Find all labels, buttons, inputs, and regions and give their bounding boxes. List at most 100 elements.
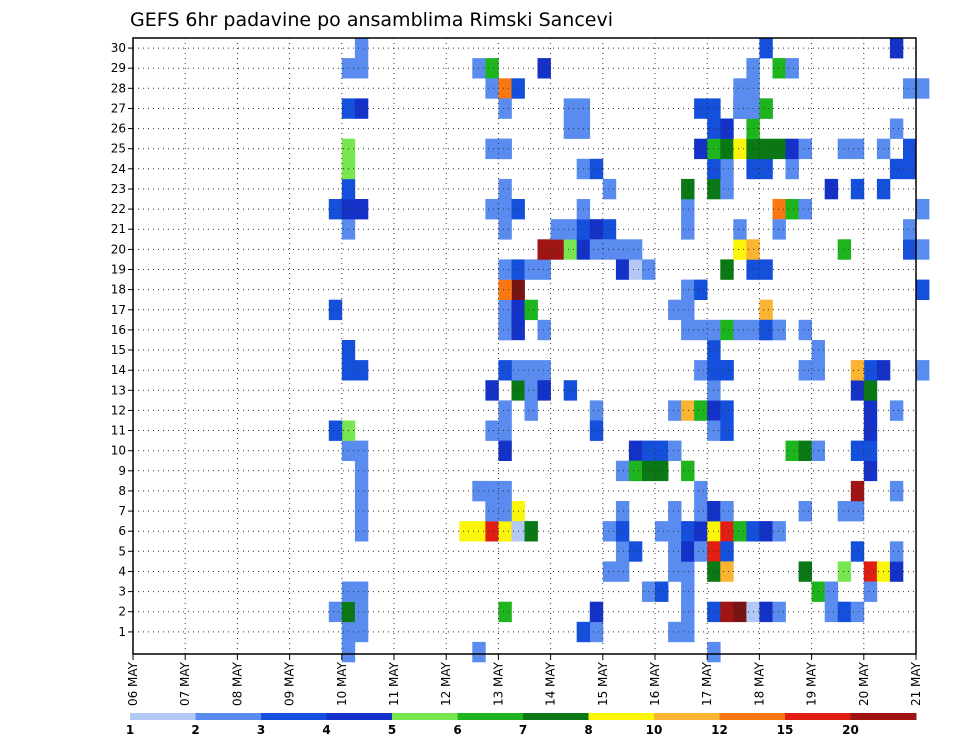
- heatmap-cell: [537, 360, 551, 381]
- heatmap-cell: [498, 98, 512, 119]
- heatmap-cell: [602, 239, 617, 260]
- heatmap-cell: [354, 581, 369, 602]
- heatmap-cell: [720, 400, 734, 421]
- heatmap-cell: [916, 279, 930, 300]
- heatmap-cell: [537, 259, 551, 280]
- heatmap-cell: [889, 38, 904, 59]
- heatmap-cell: [655, 460, 669, 482]
- heatmap-cell: [772, 319, 786, 341]
- heatmap-cell: [498, 279, 512, 300]
- y-tick-label: 27: [111, 102, 126, 116]
- heatmap-cell: [889, 158, 904, 180]
- heatmap-cell: [798, 440, 812, 461]
- y-tick-label: 18: [111, 283, 126, 297]
- chart-title: GEFS 6hr padavine po ansamblima Rimski S…: [130, 9, 613, 31]
- y-tick-label: 8: [118, 484, 126, 498]
- heatmap-cell: [628, 259, 643, 280]
- heatmap-cell: [602, 178, 617, 200]
- heatmap-cell: [655, 521, 669, 542]
- heatmap-cell: [485, 501, 499, 522]
- heatmap-cell: [720, 541, 734, 562]
- y-tick-label: 21: [111, 222, 126, 236]
- heatmap-cell: [537, 58, 551, 79]
- heatmap-cell: [733, 521, 747, 542]
- heatmap-cell: [733, 78, 747, 99]
- heatmap-cell: [354, 58, 369, 79]
- heatmap-cell: [720, 259, 734, 280]
- heatmap-cell: [354, 521, 369, 542]
- heatmap-cell: [681, 219, 695, 240]
- y-tick-label: 11: [111, 424, 126, 438]
- heatmap-cell: [889, 400, 904, 421]
- heatmap-cell: [681, 601, 695, 623]
- heatmap-cell: [850, 480, 865, 502]
- heatmap-cell: [668, 561, 682, 582]
- heatmap-cell: [524, 360, 538, 381]
- heatmap-cell: [733, 319, 747, 341]
- heatmap-cell: [681, 319, 695, 341]
- heatmap-cell: [668, 621, 682, 643]
- heatmap-cell: [707, 641, 721, 663]
- heatmap-cell: [694, 541, 708, 562]
- heatmap-cell: [485, 420, 499, 441]
- heatmap-cell: [759, 138, 773, 160]
- heatmap-cell: [903, 78, 917, 99]
- heatmap-cell: [863, 420, 878, 441]
- heatmap-cell: [615, 501, 630, 522]
- heatmap-cell: [681, 621, 695, 643]
- y-tick-label: 4: [118, 565, 126, 579]
- heatmap-cell: [589, 400, 604, 421]
- heatmap-cell: [720, 158, 734, 180]
- heatmap-cell: [628, 541, 643, 562]
- y-tick-label: 17: [111, 303, 126, 317]
- heatmap-cell: [485, 58, 499, 79]
- heatmap-cell: [863, 440, 878, 461]
- heatmap-cell: [498, 521, 512, 542]
- y-tick-label: 19: [111, 263, 126, 277]
- heatmap-cell: [615, 561, 630, 582]
- heatmap-cell: [537, 239, 551, 260]
- heatmap-cell: [681, 299, 695, 321]
- heatmap-cell: [524, 299, 538, 321]
- heatmap-cell: [759, 319, 773, 341]
- heatmap-cell: [615, 239, 630, 260]
- heatmap-cell: [863, 460, 878, 482]
- heatmap-cell: [863, 581, 878, 602]
- heatmap-cell: [524, 521, 538, 542]
- heatmap-cell: [785, 158, 799, 180]
- colorbar-label: 8: [584, 723, 592, 737]
- heatmap-cell: [772, 199, 786, 220]
- heatmap-cell: [916, 239, 930, 260]
- heatmap-cell: [733, 219, 747, 240]
- colorbar-swatch: [130, 713, 196, 720]
- colorbar-label: 4: [322, 723, 330, 737]
- y-tick-label: 15: [111, 343, 126, 357]
- heatmap-cell: [589, 239, 604, 260]
- heatmap-cell: [694, 521, 708, 542]
- x-tick-label: 19 MAY: [805, 661, 819, 706]
- heatmap-cell: [720, 601, 734, 623]
- heatmap-cell: [720, 521, 734, 542]
- heatmap-cell: [668, 521, 682, 542]
- heatmap-cell: [485, 480, 499, 502]
- colorbar-label: 1: [126, 723, 134, 737]
- heatmap-cell: [498, 420, 512, 441]
- x-tick-label: 16 MAY: [648, 661, 662, 706]
- heatmap-cell: [668, 541, 682, 562]
- heatmap-cell: [837, 501, 852, 522]
- dotted-gridlines: [133, 38, 917, 654]
- heatmap-cell: [694, 279, 708, 300]
- heatmap-cell: [759, 601, 773, 623]
- colorbar-legend: 1 2 3 4 5 6 7 8 10 12 15 20: [126, 713, 917, 737]
- heatmap-cell: [615, 259, 630, 280]
- heatmap-cell: [628, 440, 643, 461]
- heatmap-cell: [485, 521, 499, 542]
- heatmap-cell: [720, 501, 734, 522]
- heatmap-cell: [668, 440, 682, 461]
- heatmap-cell: [485, 380, 499, 401]
- heatmap-cell: [498, 78, 512, 99]
- heatmap-cell: [681, 581, 695, 602]
- heatmap-cell: [720, 138, 734, 160]
- heatmap-cell: [328, 420, 343, 441]
